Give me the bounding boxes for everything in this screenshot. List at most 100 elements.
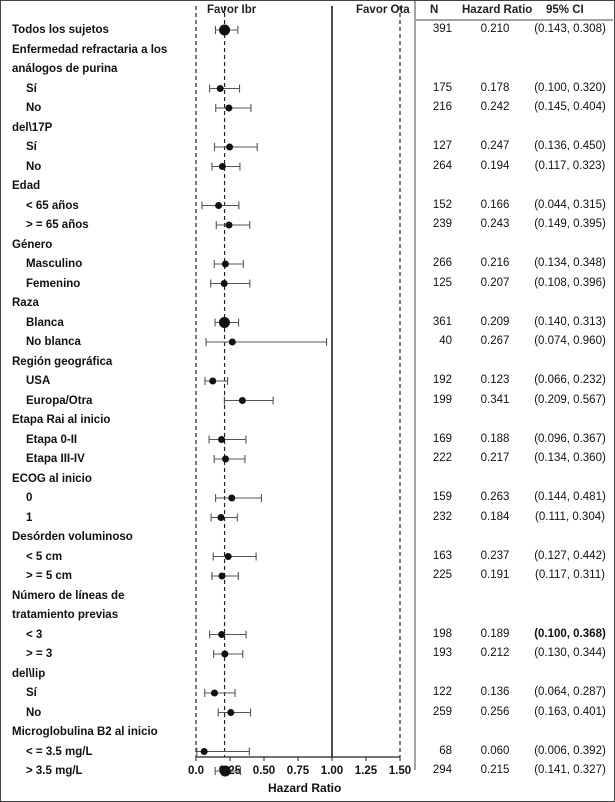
point-estimate <box>219 24 231 36</box>
point-estimate <box>219 765 231 777</box>
subgroup-label: Femenino <box>26 277 81 290</box>
hazard-ratio-value: 0.207 <box>480 276 510 289</box>
point-estimate <box>224 553 232 560</box>
hazard-ratio-value: 0.166 <box>480 198 510 211</box>
n-value: 232 <box>432 510 452 523</box>
point-estimate <box>200 748 208 755</box>
point-estimate <box>221 650 229 658</box>
subgroup-header: Edad <box>12 180 41 192</box>
ci-value: (0.141, 0.327) <box>534 764 606 776</box>
hazard-ratio-value: 0.194 <box>480 159 510 172</box>
hazard-ratio-value: 0.267 <box>480 335 510 347</box>
point-estimate <box>216 85 224 92</box>
subgroup-label: < = 3.5 mg/L <box>26 745 93 758</box>
ci-value: (0.149, 0.395) <box>534 218 606 230</box>
ci-value: (0.140, 0.313) <box>534 315 606 328</box>
hazard-ratio-value: 0.263 <box>480 491 510 503</box>
hazard-ratio-value: 0.243 <box>480 218 510 230</box>
point-estimate <box>215 202 223 209</box>
ci-value: (0.006, 0.392) <box>534 744 606 757</box>
subgroup-label: No <box>26 102 42 114</box>
point-estimate <box>228 494 236 502</box>
subgroup-label: < 5 cm <box>26 550 63 563</box>
n-value: 239 <box>432 218 452 230</box>
subgroup-label: > = 3 <box>26 648 53 660</box>
point-estimate <box>221 260 229 268</box>
ci-value: (0.044, 0.315) <box>534 198 606 211</box>
point-estimate <box>225 104 233 112</box>
n-value: 198 <box>432 627 452 640</box>
point-estimate <box>227 709 235 716</box>
hazard-ratio-value: 0.215 <box>480 764 510 776</box>
n-value: 152 <box>432 198 452 211</box>
n-value: 199 <box>432 393 452 406</box>
point-estimate <box>238 397 246 404</box>
hazard-ratio-value: 0.191 <box>480 569 510 581</box>
hazard-ratio-value: 0.189 <box>480 627 510 640</box>
ci-value: (0.074, 0.960) <box>534 335 606 347</box>
x-tick-label: 1.00 <box>321 765 343 777</box>
x-tick-label: 0.50 <box>253 765 275 777</box>
subgroup-header: análogos de purina <box>12 63 118 75</box>
point-estimate <box>222 455 230 463</box>
subgroup-label: > = 65 años <box>26 219 89 231</box>
subgroup-label: No <box>26 706 42 719</box>
subgroup-header: Etapa Rai al inicio <box>12 414 111 426</box>
hazard-ratio-value: 0.247 <box>480 140 510 152</box>
subgroup-label: Masculino <box>26 258 83 270</box>
subgroup-label: > 3.5 mg/L <box>26 765 83 777</box>
hazard-ratio-value: 0.212 <box>480 647 510 659</box>
n-column-header: N <box>430 4 439 16</box>
ci-value: (0.145, 0.404) <box>534 101 606 113</box>
subgroup-label: Sí <box>26 82 37 95</box>
n-value: 266 <box>432 257 452 269</box>
n-value: 264 <box>432 159 452 172</box>
n-value: 163 <box>432 549 452 562</box>
subgroup-header: del\lip <box>12 667 46 680</box>
hazard-ratio-value: 0.210 <box>480 23 510 35</box>
hazard-ratio-value: 0.184 <box>480 510 510 523</box>
hazard-ratio-value: 0.209 <box>480 315 510 328</box>
n-value: 125 <box>432 276 452 289</box>
subgroup-header: del\17P <box>12 121 53 134</box>
n-value: 192 <box>432 374 452 386</box>
n-value: 40 <box>439 335 452 347</box>
hazard-ratio-value: 0.178 <box>480 81 510 94</box>
hazard-ratio-value: 0.136 <box>480 686 510 698</box>
ci-value: (0.117, 0.311) <box>535 569 605 581</box>
point-estimate <box>217 514 225 521</box>
hazard-ratio-column-header: Hazard Ratio <box>462 4 533 16</box>
ci-value: (0.100, 0.368) <box>534 627 606 640</box>
x-tick-label: 0.0 <box>188 765 204 777</box>
subgroup-label: < 3 <box>26 628 43 641</box>
x-tick-label: 1.50 <box>389 765 411 777</box>
subgroup-label: Etapa III-IV <box>26 453 85 465</box>
hazard-ratio-value: 0.188 <box>480 432 510 445</box>
point-estimate <box>225 221 233 229</box>
subgroup-label: Sí <box>26 141 37 153</box>
subgroup-label: USA <box>26 375 51 387</box>
ci-value: (0.130, 0.344) <box>534 647 606 659</box>
n-value: 259 <box>432 705 452 718</box>
n-value: 159 <box>432 491 452 503</box>
n-value: 294 <box>432 764 452 776</box>
point-estimate <box>218 163 226 170</box>
ci-value: (0.136, 0.450) <box>534 140 606 152</box>
ci-value: (0.066, 0.232) <box>534 374 606 386</box>
n-value: 193 <box>432 647 452 659</box>
n-value: 361 <box>432 315 452 328</box>
subgroup-header: Desórden voluminoso <box>12 531 133 543</box>
subgroup-header: Región geográfica <box>12 355 113 368</box>
hazard-ratio-value: 0.123 <box>480 374 510 386</box>
hazard-ratio-value: 0.217 <box>480 452 510 464</box>
hazard-ratio-value: 0.216 <box>480 257 510 269</box>
subgroup-label: Europa/Otra <box>26 394 93 407</box>
n-value: 225 <box>432 569 452 581</box>
ci-value: (0.134, 0.348) <box>534 257 606 269</box>
point-estimate <box>228 338 236 346</box>
n-value: 391 <box>432 23 452 35</box>
subgroup-label: < 65 años <box>26 199 79 212</box>
subgroup-header: Género <box>12 238 53 251</box>
subgroup-label: 1 <box>26 511 33 524</box>
